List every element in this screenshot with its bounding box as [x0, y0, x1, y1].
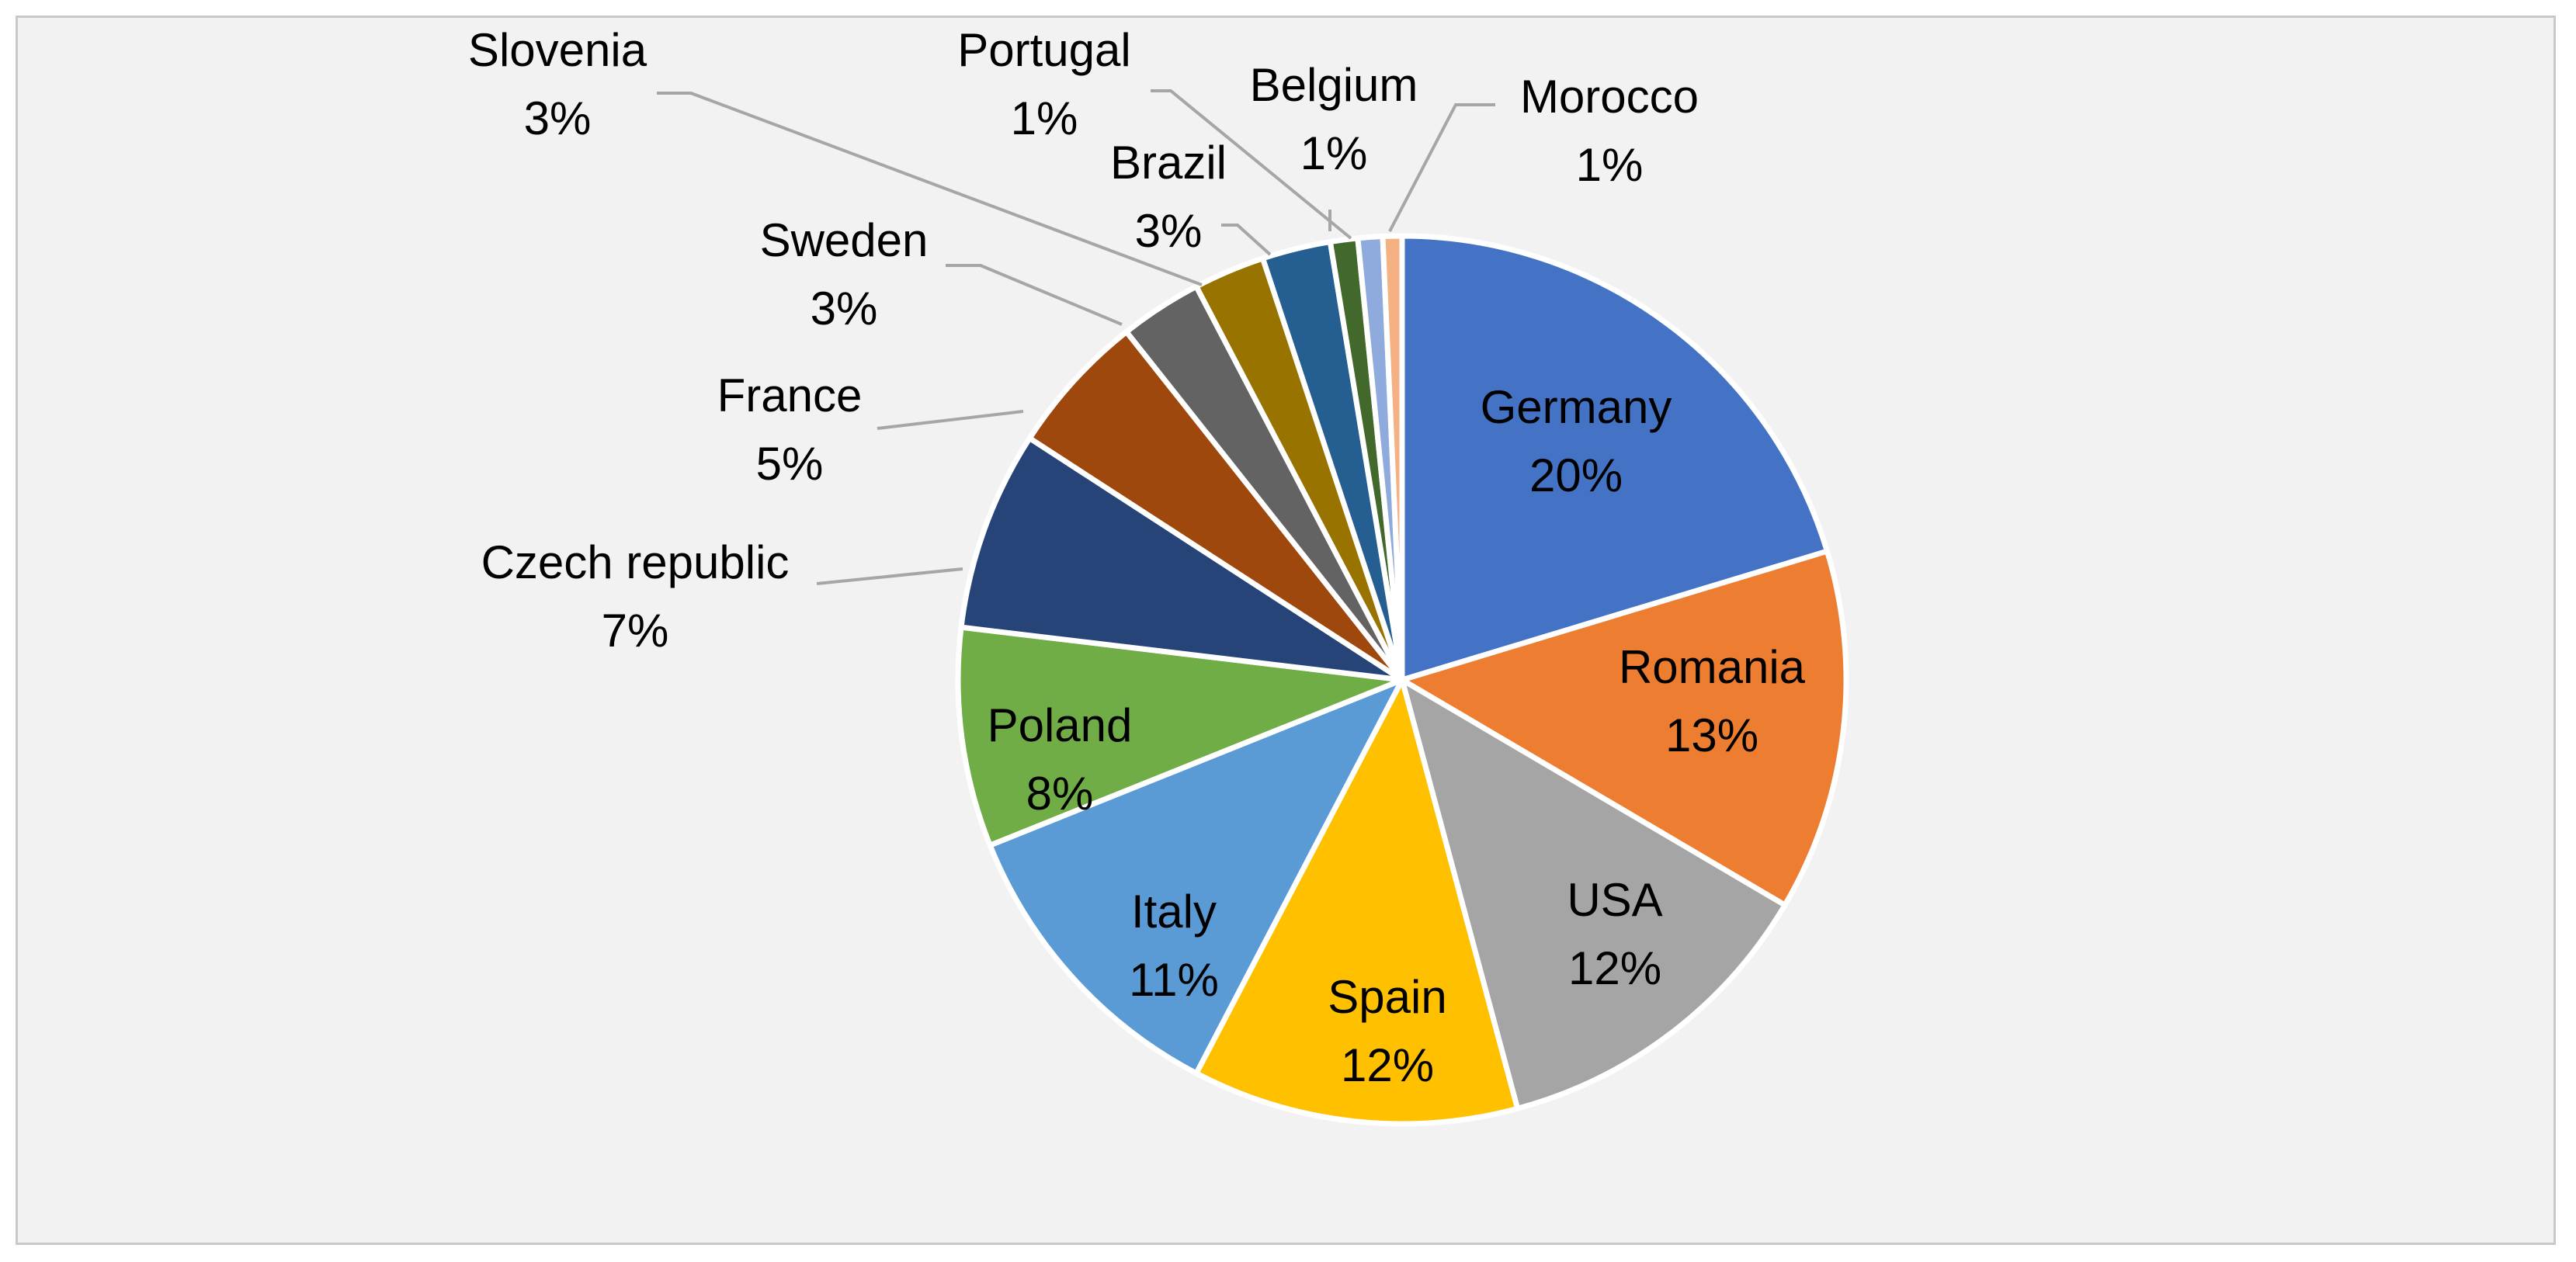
data-label-name-czech-republic: Czech republic	[481, 536, 790, 588]
data-label-value-morocco: 1%	[1576, 139, 1644, 191]
data-label-value-germany: 20%	[1529, 449, 1623, 501]
data-label-name-brazil: Brazil	[1110, 137, 1227, 189]
data-label-value-sweden: 3%	[811, 283, 878, 335]
data-label-name-poland: Poland	[988, 699, 1133, 751]
data-label-name-morocco: Morocco	[1520, 71, 1699, 123]
leader-line-france	[877, 410, 1024, 430]
pie-slice-germany	[1399, 233, 1830, 683]
pie-slice-poland	[955, 624, 1405, 848]
data-label-name-france: France	[717, 369, 863, 421]
data-label-name-italy: Italy	[1131, 886, 1217, 938]
pie-slices	[955, 233, 1849, 1127]
data-label-value-spain: 12%	[1341, 1039, 1434, 1091]
leader-line-czech-republic	[816, 567, 963, 585]
data-label-value-czech-republic: 7%	[602, 605, 669, 657]
data-label-name-germany: Germany	[1481, 381, 1672, 433]
data-label-name-romania: Romania	[1619, 641, 1806, 693]
pie-slice-morocco	[1380, 233, 1405, 683]
leader-line-brazil	[1221, 224, 1272, 256]
leader-line-slovenia	[657, 92, 1203, 286]
data-labels: Germany 20% Romania 13% USA 12% Spain 12% Italy 1…	[468, 24, 1806, 1091]
pie-slice-france	[1026, 329, 1405, 683]
data-label-value-belgium: 1%	[1300, 127, 1368, 179]
data-label-value-usa: 12%	[1568, 942, 1661, 994]
data-label-name-sweden: Sweden	[760, 214, 929, 266]
data-label-name-portugal: Portugal	[957, 24, 1130, 76]
leader-lines	[657, 89, 1495, 585]
leader-line-sweden	[946, 264, 1123, 326]
pie-slice-usa	[1399, 677, 1788, 1111]
data-label-name-usa: USA	[1567, 874, 1662, 926]
leader-line-morocco	[1388, 103, 1495, 232]
pie-slice-spain	[1193, 677, 1521, 1127]
data-label-value-portugal: 1%	[1011, 92, 1078, 144]
data-label-name-slovenia: Slovenia	[468, 24, 647, 76]
data-label-name-spain: Spain	[1328, 971, 1446, 1023]
data-label-value-france: 5%	[756, 438, 824, 490]
data-label-name-belgium: Belgium	[1250, 59, 1418, 111]
data-label-value-slovenia: 3%	[524, 92, 592, 144]
pie-slice-czech-republic	[958, 435, 1405, 683]
data-label-value-italy: 11%	[1129, 954, 1219, 1006]
data-label-value-brazil: 3%	[1135, 205, 1203, 257]
leader-line-portugal	[1151, 89, 1352, 240]
pie-slice-italy	[987, 677, 1405, 1077]
data-label-value-romania: 13%	[1665, 709, 1758, 761]
pie-slice-romania	[1399, 548, 1849, 908]
data-label-value-poland: 8%	[1026, 768, 1094, 820]
